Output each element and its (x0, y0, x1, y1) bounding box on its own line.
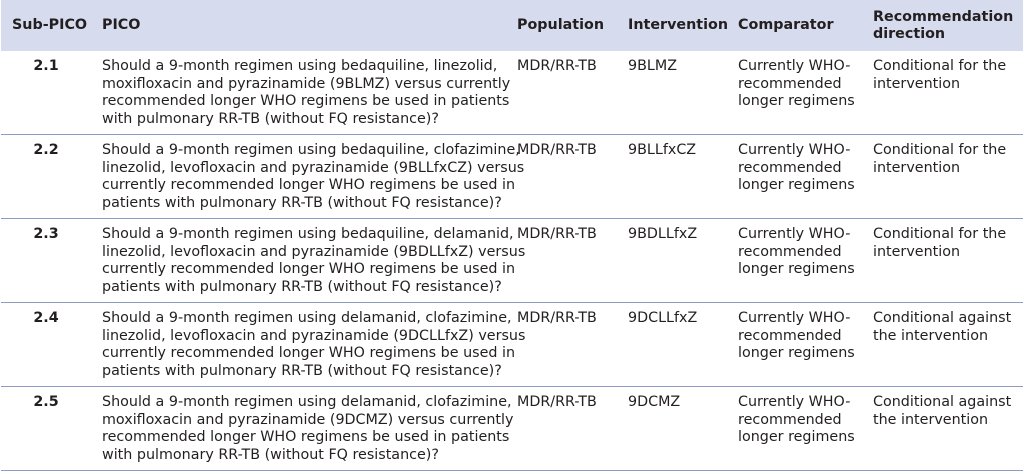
cell-pico-line: Should a 9-month regimen using bedaquili… (102, 142, 520, 158)
cell-comparator-line: Currently WHO- (738, 226, 851, 242)
cell-intervention: 9BLMZ (628, 58, 677, 74)
header-recommendation-line2: direction (873, 25, 946, 42)
cell-comparator-line: recommended (738, 327, 842, 344)
cell-recommendation: Conditional against the intervention (873, 310, 1023, 345)
cell-sub-pico: 2.4 (33, 310, 59, 326)
cell-recommendation: Conditional for the intervention (873, 142, 1023, 177)
cell-recommendation-line: intervention (873, 75, 961, 92)
cell-recommendation-line: the intervention (873, 327, 989, 344)
cell-population: MDR/RR-TB (517, 394, 597, 410)
table-row: 2.5 Should a 9-month regimen using delama… (1, 387, 1023, 471)
header-recommendation-line1: Recommendation (873, 8, 1014, 25)
cell-recommendation: Conditional against the intervention (873, 394, 1023, 429)
cell-recommendation-line: Conditional against (873, 310, 1012, 326)
table-body: 2.1 Should a 9-month regimen using bedaqu… (1, 51, 1023, 471)
cell-pico-line: patients with pulmonary RR-TB (without F… (102, 362, 502, 379)
cell-intervention: 9DCLLfxZ (628, 310, 698, 326)
cell-recommendation: Conditional for the intervention (873, 58, 1023, 93)
header-recommendation-direction: Recommendation direction (873, 9, 1023, 43)
cell-pico-line: currently recommended longer WHO regimen… (102, 177, 516, 193)
cell-intervention: 9BLLfxCZ (628, 142, 697, 158)
cell-comparator: Currently WHO-recommended longer regimens (738, 226, 873, 279)
cell-pico-line: Should a 9-month regimen using bedaquili… (102, 226, 514, 242)
cell-pico-line: recommended longer WHO regimens be used … (102, 429, 510, 445)
cell-pico: Should a 9-month regimen using delamanid… (102, 394, 517, 464)
cell-pico-line: linezolid, levofloxacin and pyrazinamide… (102, 159, 525, 176)
cell-comparator: Currently WHO-recommended longer regimens (738, 310, 873, 363)
cell-recommendation-line: Conditional for the (873, 142, 1007, 158)
cell-comparator-line: longer regimens (738, 93, 855, 109)
header-comparator: Comparator (738, 17, 834, 33)
cell-comparator-line: longer regimens (738, 177, 855, 193)
cell-recommendation-line: the intervention (873, 411, 989, 428)
cell-pico-line: Should a 9-month regimen using delamanid… (102, 310, 512, 326)
cell-comparator: Currently WHO-recommended longer regimens (738, 394, 873, 447)
cell-pico-line: linezolid, levofloxacin and pyrazinamide… (102, 327, 526, 344)
cell-pico-line: Should a 9-month regimen using delamanid… (102, 394, 512, 410)
cell-comparator-line: recommended (738, 159, 842, 176)
cell-comparator-line: Currently WHO- (738, 58, 851, 74)
cell-sub-pico: 2.3 (33, 226, 59, 242)
cell-recommendation-line: intervention (873, 243, 961, 260)
cell-recommendation: Conditional for the intervention (873, 226, 1023, 261)
cell-sub-pico: 2.2 (33, 142, 59, 158)
cell-pico: Should a 9-month regimen using bedaquili… (102, 226, 526, 296)
table-row: 2.4 Should a 9-month regimen using delama… (1, 303, 1023, 387)
cell-comparator-line: recommended (738, 243, 842, 260)
cell-population: MDR/RR-TB (517, 226, 597, 242)
cell-population: MDR/RR-TB (517, 142, 597, 158)
cell-pico-line: moxifloxacin and pyrazinamide (9DCMZ) ve… (102, 411, 514, 428)
cell-recommendation-line: Conditional for the (873, 226, 1007, 242)
cell-intervention: 9DCMZ (628, 394, 681, 410)
cell-pico: Should a 9-month regimen using delamanid… (102, 310, 526, 380)
table-row: 2.2 Should a 9-month regimen using bedaqu… (1, 135, 1023, 219)
cell-pico-line: with pulmonary RR-TB (without FQ resista… (102, 110, 439, 127)
cell-pico-line: currently recommended longer WHO regimen… (102, 345, 516, 361)
cell-pico-line: moxifloxacin and pyrazinamide (9BLMZ) ve… (102, 75, 511, 92)
table-row: 2.1 Should a 9-month regimen using bedaqu… (1, 51, 1023, 135)
table-header-row: Sub-PICO PICO Population Intervention Co… (1, 0, 1023, 51)
cell-comparator-line: longer regimens (738, 261, 855, 277)
cell-pico-line: recommended longer WHO regimens be used … (102, 93, 510, 109)
cell-pico-line: Should a 9-month regimen using bedaquili… (102, 58, 498, 74)
cell-intervention: 9BDLLfxZ (628, 226, 698, 242)
cell-comparator: Currently WHO-recommended longer regimens (738, 58, 873, 111)
table-row: 2.3 Should a 9-month regimen using bedaqu… (1, 219, 1023, 303)
cell-pico-line: currently recommended longer WHO regimen… (102, 261, 516, 277)
cell-comparator-line: Currently WHO- (738, 394, 851, 410)
cell-sub-pico: 2.1 (33, 58, 59, 74)
cell-sub-pico: 2.5 (33, 394, 59, 410)
cell-recommendation-line: Conditional for the (873, 58, 1007, 74)
cell-comparator-line: Currently WHO- (738, 142, 851, 158)
cell-pico-line: patients with pulmonary RR-TB (without F… (102, 278, 502, 295)
cell-pico: Should a 9-month regimen using bedaquili… (102, 142, 525, 212)
cell-pico-line: with pulmonary RR-TB (without FQ resista… (102, 446, 439, 463)
cell-recommendation-line: intervention (873, 159, 961, 176)
cell-comparator-line: longer regimens (738, 345, 855, 361)
cell-pico: Should a 9-month regimen using bedaquili… (102, 58, 517, 128)
cell-pico-line: patients with pulmonary RR-TB (without F… (102, 194, 502, 211)
cell-pico-line: linezolid, levofloxacin and pyrazinamide… (102, 243, 526, 260)
cell-comparator: Currently WHO-recommended longer regimens (738, 142, 873, 195)
cell-recommendation-line: Conditional against (873, 394, 1012, 410)
header-population: Population (517, 17, 604, 33)
cell-comparator-line: recommended (738, 75, 842, 92)
header-sub-pico: Sub-PICO (12, 17, 88, 33)
cell-population: MDR/RR-TB (517, 310, 597, 326)
cell-comparator-line: recommended (738, 411, 842, 428)
header-pico: PICO (102, 17, 141, 33)
cell-comparator-line: Currently WHO- (738, 310, 851, 326)
cell-comparator-line: longer regimens (738, 429, 855, 445)
header-intervention: Intervention (628, 17, 729, 33)
cell-population: MDR/RR-TB (517, 58, 597, 74)
